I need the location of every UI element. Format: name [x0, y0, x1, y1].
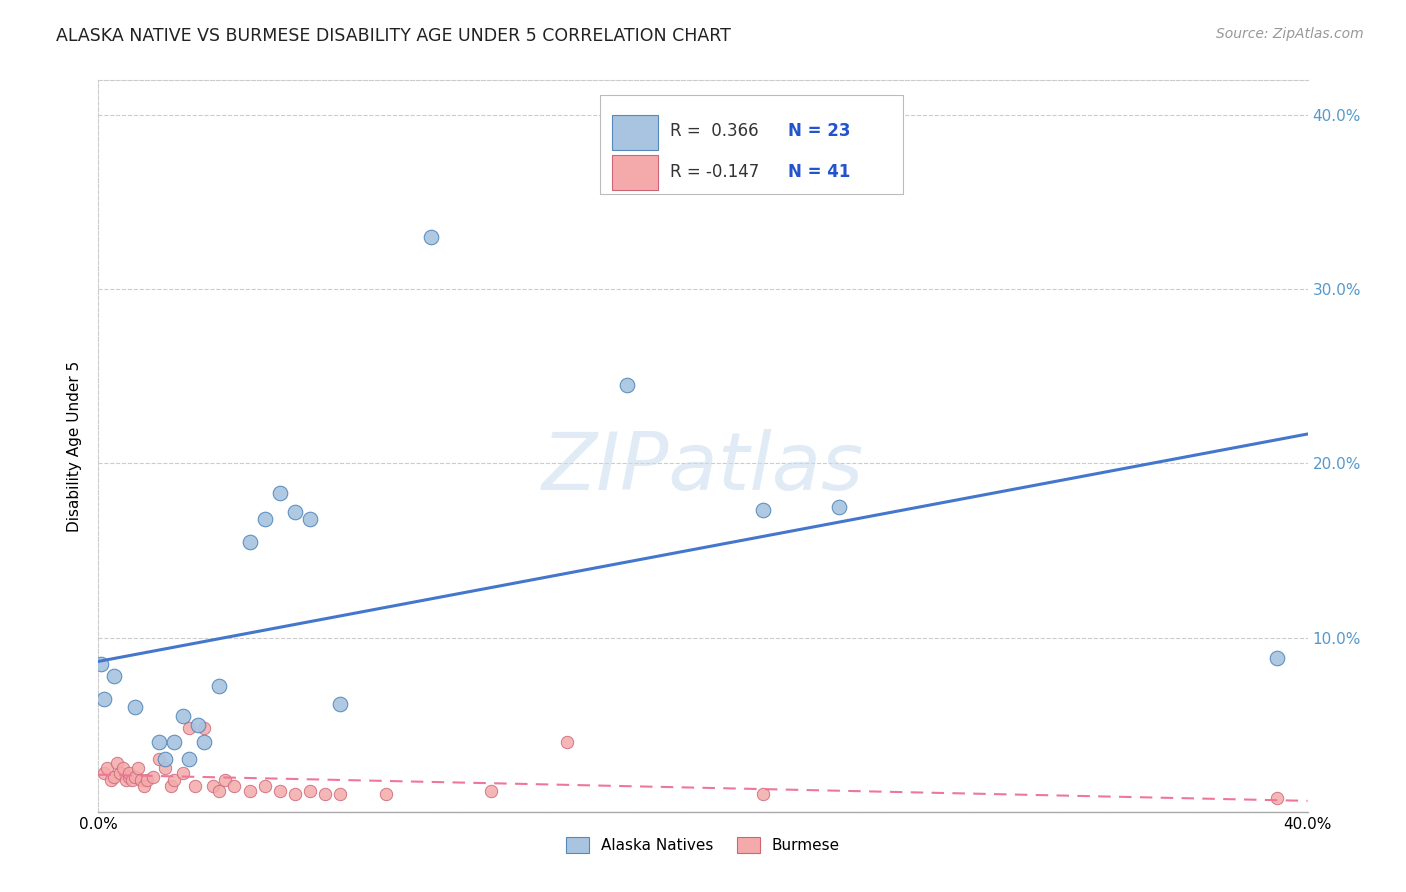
Point: [752, 787, 775, 801]
Point: [329, 697, 352, 711]
Point: [153, 752, 176, 766]
Point: [148, 752, 170, 766]
Bar: [600, 95, 903, 194]
Point: [127, 761, 149, 775]
Point: [179, 721, 201, 735]
Point: [121, 773, 143, 788]
Point: [329, 787, 352, 801]
Legend: Alaska Natives, Burmese: Alaska Natives, Burmese: [560, 830, 846, 859]
Y-axis label: Disability Age Under 5: Disability Age Under 5: [67, 360, 83, 532]
Point: [179, 752, 201, 766]
Point: [208, 679, 231, 693]
Point: [96, 761, 118, 775]
Point: [103, 770, 125, 784]
Point: [1267, 790, 1289, 805]
Point: [163, 735, 186, 749]
Point: [284, 505, 307, 519]
Point: [239, 784, 262, 798]
Point: [100, 773, 122, 788]
Point: [172, 766, 194, 780]
Text: R = -0.147: R = -0.147: [671, 162, 759, 181]
Point: [93, 691, 115, 706]
Point: [129, 773, 152, 788]
Point: [142, 770, 165, 784]
Point: [103, 669, 125, 683]
Bar: [613, 155, 658, 190]
Point: [481, 784, 503, 798]
Point: [105, 756, 128, 770]
Text: Source: ZipAtlas.com: Source: ZipAtlas.com: [1216, 27, 1364, 41]
Point: [202, 779, 225, 793]
Point: [108, 766, 131, 780]
Point: [253, 512, 276, 526]
Point: [153, 761, 176, 775]
Point: [184, 779, 207, 793]
Point: [124, 770, 146, 784]
Point: [269, 486, 291, 500]
Text: N = 23: N = 23: [787, 121, 851, 140]
Point: [118, 766, 141, 780]
Point: [616, 378, 638, 392]
Point: [299, 512, 322, 526]
Point: [269, 784, 291, 798]
Point: [148, 735, 170, 749]
Text: N = 41: N = 41: [787, 162, 851, 181]
Text: ZIPatlas: ZIPatlas: [541, 429, 865, 507]
Point: [93, 766, 115, 780]
Point: [193, 721, 215, 735]
Point: [187, 717, 209, 731]
Text: R =  0.366: R = 0.366: [671, 121, 759, 140]
Point: [90, 657, 112, 671]
Point: [172, 709, 194, 723]
Point: [160, 779, 183, 793]
Point: [224, 779, 246, 793]
Point: [118, 770, 141, 784]
Text: ALASKA NATIVE VS BURMESE DISABILITY AGE UNDER 5 CORRELATION CHART: ALASKA NATIVE VS BURMESE DISABILITY AGE …: [56, 27, 731, 45]
Point: [420, 230, 443, 244]
Point: [752, 503, 775, 517]
Point: [111, 761, 134, 775]
Point: [1267, 651, 1289, 665]
Point: [124, 700, 146, 714]
Point: [284, 787, 307, 801]
Point: [374, 787, 396, 801]
Point: [114, 773, 136, 788]
Point: [193, 735, 215, 749]
Point: [208, 784, 231, 798]
Point: [163, 773, 186, 788]
Point: [828, 500, 851, 514]
Point: [555, 735, 578, 749]
Point: [214, 773, 236, 788]
Point: [132, 779, 155, 793]
Point: [253, 779, 276, 793]
Bar: [613, 115, 658, 150]
Point: [314, 787, 336, 801]
Point: [239, 534, 262, 549]
Point: [299, 784, 322, 798]
Point: [135, 773, 157, 788]
